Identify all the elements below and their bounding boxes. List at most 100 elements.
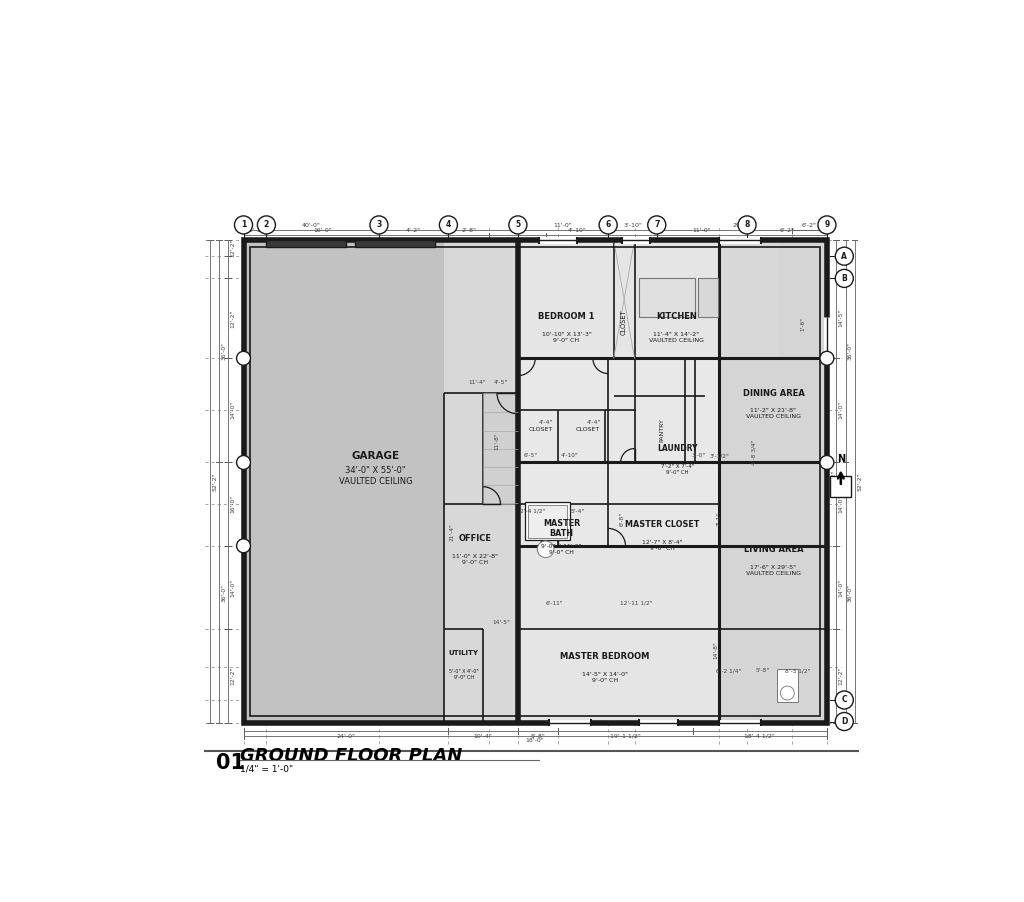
Text: 6'-2": 6'-2" xyxy=(802,223,817,228)
Text: 14'-0": 14'-0" xyxy=(839,578,844,596)
Text: 36'-0": 36'-0" xyxy=(848,343,853,360)
Text: DINING AREA: DINING AREA xyxy=(742,389,805,398)
Text: 9: 9 xyxy=(824,220,829,229)
Text: BEDROOM 1: BEDROOM 1 xyxy=(539,312,595,321)
Text: 6'-2": 6'-2" xyxy=(779,228,795,233)
Bar xyxy=(524,502,570,540)
Text: 4'-2": 4'-2" xyxy=(407,228,421,233)
Circle shape xyxy=(509,216,527,234)
Bar xyxy=(244,240,827,723)
Circle shape xyxy=(820,456,834,469)
Text: 8: 8 xyxy=(744,220,750,229)
Text: 3: 3 xyxy=(377,220,382,229)
Text: 18'-0": 18'-0" xyxy=(526,739,545,743)
Bar xyxy=(251,247,820,716)
Text: 14'-5": 14'-5" xyxy=(839,309,844,327)
Circle shape xyxy=(538,541,554,557)
Text: 6'-11": 6'-11" xyxy=(546,601,563,606)
Text: 12'-11 1/2": 12'-11 1/2" xyxy=(620,601,652,606)
Bar xyxy=(719,240,778,358)
Text: 12'-2": 12'-2" xyxy=(839,667,844,686)
Text: 4'-5": 4'-5" xyxy=(494,380,508,385)
Bar xyxy=(830,476,851,497)
Text: 3'-1/2": 3'-1/2" xyxy=(710,453,729,458)
Text: 4: 4 xyxy=(445,220,451,229)
Text: 3'-0": 3'-0" xyxy=(691,453,706,458)
Circle shape xyxy=(820,352,834,365)
Text: 11'-0": 11'-0" xyxy=(554,223,572,228)
Bar xyxy=(266,240,346,247)
Text: 14'-0": 14'-0" xyxy=(839,401,844,419)
Circle shape xyxy=(237,538,251,553)
Text: 12'-2": 12'-2" xyxy=(230,309,236,327)
Text: 5'-4": 5'-4" xyxy=(570,509,585,513)
Text: A: A xyxy=(842,252,847,261)
Text: 14'-8": 14'-8" xyxy=(714,641,718,659)
Bar xyxy=(518,546,719,723)
Text: 21'-4": 21'-4" xyxy=(450,523,455,541)
Circle shape xyxy=(237,352,251,365)
Circle shape xyxy=(257,216,275,234)
Circle shape xyxy=(648,216,666,234)
Text: OFFICE: OFFICE xyxy=(459,534,492,543)
Text: GROUND FLOOR PLAN: GROUND FLOOR PLAN xyxy=(240,747,463,765)
Text: MASTER CLOSET: MASTER CLOSET xyxy=(625,520,699,529)
Text: 4'-4": 4'-4" xyxy=(587,419,601,425)
Circle shape xyxy=(738,216,756,234)
Text: 1/4" = 1'-0": 1/4" = 1'-0" xyxy=(240,764,293,773)
Text: 7'-1": 7'-1" xyxy=(717,512,722,527)
Text: PANTRY: PANTRY xyxy=(659,418,665,442)
Text: CLOSET: CLOSET xyxy=(622,309,627,335)
Text: 2: 2 xyxy=(264,220,269,229)
Bar xyxy=(777,668,798,702)
Bar xyxy=(639,279,695,317)
Circle shape xyxy=(836,691,853,709)
Text: B: B xyxy=(842,274,847,283)
Text: N: N xyxy=(837,454,845,464)
Text: 16'-0": 16'-0" xyxy=(313,228,332,233)
Bar xyxy=(244,240,518,723)
Text: 11'-4" X 14'-2"
VAULTED CEILING: 11'-4" X 14'-2" VAULTED CEILING xyxy=(649,332,703,343)
Text: 14'-0": 14'-0" xyxy=(839,495,844,513)
Circle shape xyxy=(818,216,836,234)
Bar xyxy=(719,240,827,723)
Text: 3'-10": 3'-10" xyxy=(623,223,642,228)
Text: LAUNDRY: LAUNDRY xyxy=(657,444,697,453)
Bar xyxy=(443,240,518,723)
Text: 14'-0": 14'-0" xyxy=(230,401,236,419)
Text: CLOSET: CLOSET xyxy=(528,428,553,432)
Bar xyxy=(483,393,518,504)
Text: 01: 01 xyxy=(216,753,245,773)
Text: 12'-2": 12'-2" xyxy=(230,667,236,686)
Circle shape xyxy=(237,456,251,469)
Text: 14'-5" X 14'-0"
9'-0" CH: 14'-5" X 14'-0" 9'-0" CH xyxy=(582,672,628,684)
Text: 10'-10" X 13'-3"
9'-0" CH: 10'-10" X 13'-3" 9'-0" CH xyxy=(542,332,592,343)
Text: 6'-2 1/4": 6'-2 1/4" xyxy=(716,668,741,673)
Text: 34'-0" X 55'-0"
VAULTED CEILING: 34'-0" X 55'-0" VAULTED CEILING xyxy=(339,466,413,486)
Text: 40'-0": 40'-0" xyxy=(302,223,321,228)
Text: 52'-2": 52'-2" xyxy=(213,473,217,491)
Text: GARAGE: GARAGE xyxy=(351,450,399,461)
Text: C: C xyxy=(842,695,847,704)
Text: 2'-8": 2'-8" xyxy=(461,228,476,233)
Text: 7: 7 xyxy=(654,220,659,229)
Text: 18'-4 1/2": 18'-4 1/2" xyxy=(744,733,775,739)
Bar xyxy=(518,240,719,358)
Circle shape xyxy=(370,216,388,234)
Text: MASTER BEDROOM: MASTER BEDROOM xyxy=(560,652,649,661)
Text: 10'-4": 10'-4" xyxy=(474,733,493,739)
Text: 4'-8 3/4": 4'-8 3/4" xyxy=(752,439,757,465)
Text: 12'-2": 12'-2" xyxy=(246,228,264,233)
Circle shape xyxy=(836,247,853,265)
Text: 4'-4": 4'-4" xyxy=(539,419,553,425)
Text: 52'-2": 52'-2" xyxy=(857,473,862,491)
Bar xyxy=(354,240,434,247)
Text: 12'-7" X 8'-4"
9'-0" CH: 12'-7" X 8'-4" 9'-0" CH xyxy=(642,540,683,551)
Text: KITCHEN: KITCHEN xyxy=(655,312,696,321)
Bar xyxy=(518,358,719,546)
Text: 6'-2": 6'-2" xyxy=(510,228,524,233)
Text: 5'-8": 5'-8" xyxy=(756,668,770,673)
Circle shape xyxy=(780,686,795,700)
Text: 5'-1 1/2": 5'-1 1/2" xyxy=(831,471,837,496)
Bar xyxy=(698,279,718,317)
